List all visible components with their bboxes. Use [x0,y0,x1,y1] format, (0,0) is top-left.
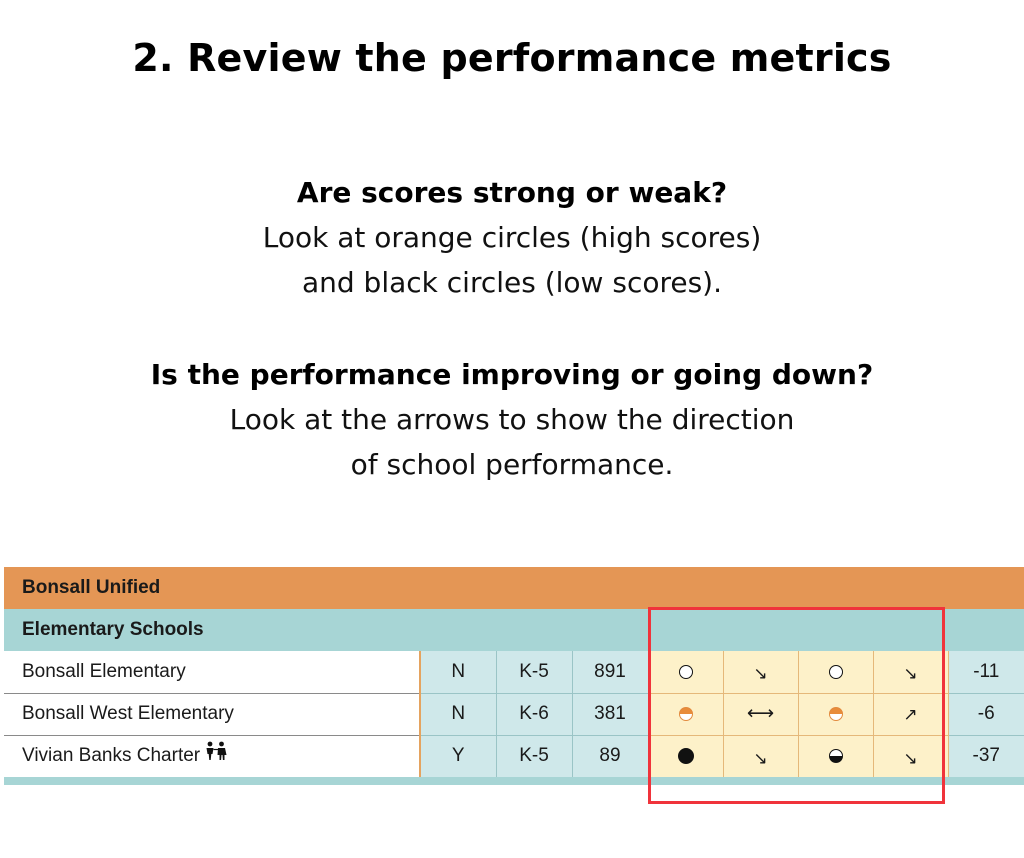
school-name: Bonsall West Elementary [4,693,421,736]
page-title: 2. Review the performance metrics [132,36,892,80]
school-name-text: Vivian Banks Charter [22,745,201,767]
score-cell [798,651,874,694]
trend-cell: ↗ [873,693,949,736]
scores-question: Are scores strong or weak? [296,176,728,209]
trend-instructions: Is the performance improving or going do… [0,352,1024,487]
scores-instructions: Are scores strong or weak? Look at orang… [0,170,1024,305]
enrollment-cell: 89 [572,735,649,777]
table-row: Vivian Banks Charter Y K-5 89 ↘ ↘ -37 [4,735,1024,777]
score-cell [648,735,724,777]
trend-cell: ↘ [723,651,799,694]
down-arrow-icon: ↘ [753,748,768,769]
up-arrow-icon: ↗ [903,705,918,726]
trend-hint-line-2: of school performance. [350,448,674,481]
trend-hint-line-1: Look at the arrows to show the direction [229,403,795,436]
school-level-header: Elementary Schools [4,609,1024,651]
down-arrow-icon: ↘ [903,748,918,769]
school-name: Bonsall Elementary [4,651,421,694]
grades-cell: K-5 [496,651,573,694]
enrollment-cell: 381 [572,693,649,736]
score-cell [648,651,724,694]
school-name: Vivian Banks Charter [4,735,421,777]
empty-circle-icon [828,664,843,679]
grades-cell: K-6 [496,693,573,736]
score-cell [798,735,874,777]
scores-hint-line-1: Look at orange circles (high scores) [262,221,762,254]
half-black-circle-icon [828,749,843,764]
down-arrow-icon: ↘ [753,664,768,685]
full-black-circle-icon [677,748,694,765]
schools-grid: Bonsall Elementary N K-5 891 ↘ ↘ -11 Bon… [4,651,1024,777]
trend-question: Is the performance improving or going do… [150,358,874,391]
table-bottom-bar [4,777,1024,785]
enrollment-cell: 891 [572,651,649,694]
table-row: Bonsall Elementary N K-5 891 ↘ ↘ -11 [4,651,1024,694]
flat-arrow-icon: ⟷ [746,702,775,725]
change-cell: -6 [948,693,1024,736]
score-cell [648,693,724,736]
school-performance-table: Bonsall Unified Elementary Schools Bonsa… [4,567,1024,785]
trend-cell: ↘ [723,735,799,777]
trend-cell: ⟷ [723,693,799,736]
charter-cell: N [420,693,497,736]
district-header: Bonsall Unified [4,567,1024,609]
down-arrow-icon: ↘ [903,664,918,685]
empty-circle-icon [678,664,693,679]
charter-cell: N [420,651,497,694]
scores-hint-line-2: and black circles (low scores). [301,266,723,299]
charter-cell: Y [420,735,497,777]
trend-cell: ↘ [873,651,949,694]
table-row: Bonsall West Elementary N K-6 381 ⟷ ↗ -6 [4,693,1024,736]
trend-cell: ↘ [873,735,949,777]
change-cell: -11 [948,651,1024,694]
half-orange-circle-icon [678,706,693,721]
half-orange-circle-icon [828,706,843,721]
score-cell [798,693,874,736]
charter-kids-icon [204,741,228,767]
change-cell: -37 [948,735,1024,777]
grades-cell: K-5 [496,735,573,777]
